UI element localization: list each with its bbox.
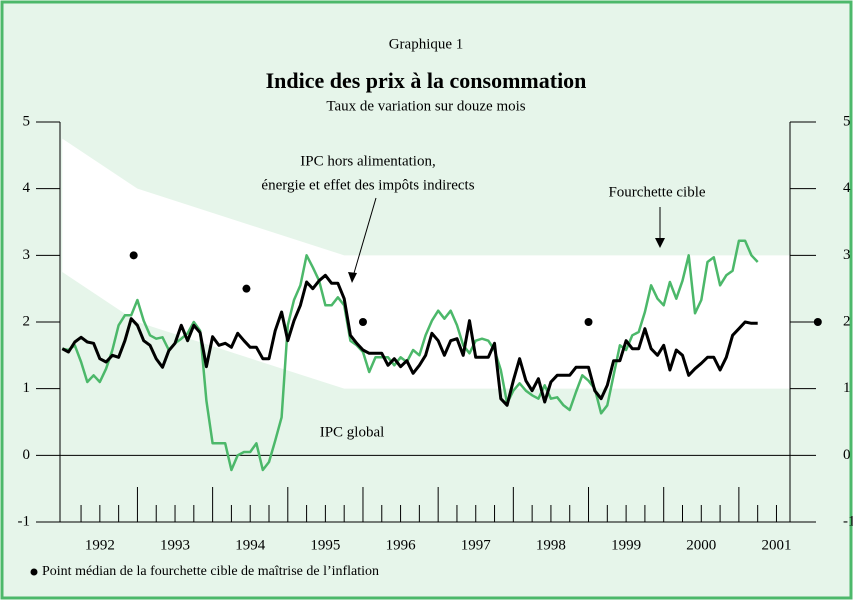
x-tick-label: 1995 bbox=[310, 537, 340, 553]
y-tick-label-right: 5 bbox=[843, 113, 851, 129]
x-tick-label: 1994 bbox=[235, 537, 266, 553]
y-tick-label: 2 bbox=[23, 313, 31, 329]
plot-layer: -1 -1 0 0 1 1 2 2 3 3 4 4 5 5 1992 1993 1994 1995 1996 1997… bbox=[18, 113, 853, 553]
annotation: IPC hors alimentation, bbox=[300, 153, 435, 169]
legend-symbol bbox=[30, 568, 38, 576]
y-tick-label-right: 4 bbox=[843, 180, 851, 196]
x-tick-label: 2001 bbox=[761, 537, 791, 553]
y-tick-label-right: 1 bbox=[843, 380, 851, 396]
legend-label: Point médian de la fourchette cible de m… bbox=[42, 564, 379, 579]
band-layer bbox=[62, 138, 790, 389]
midpoint-dot bbox=[358, 318, 367, 326]
x-tick-label: 1997 bbox=[461, 537, 492, 553]
x-tick-label: 1999 bbox=[611, 537, 641, 553]
x-tick-label: 1992 bbox=[85, 537, 115, 553]
y-tick-label-right: -1 bbox=[843, 513, 853, 529]
annotation: Fourchette cible bbox=[608, 184, 705, 200]
y-tick-label-right: 3 bbox=[843, 247, 851, 263]
series-line bbox=[62, 239, 759, 472]
y-tick-label: 1 bbox=[23, 380, 31, 396]
x-tick-label: 1998 bbox=[536, 537, 566, 553]
y-tick-label-right: 0 bbox=[843, 447, 851, 463]
midpoint-dot bbox=[129, 251, 138, 260]
x-tick-label: 1996 bbox=[386, 537, 417, 553]
y-tick-label: 5 bbox=[23, 113, 31, 129]
chart-title: Indice des prix à la consommation bbox=[266, 68, 587, 93]
y-tick-label: -1 bbox=[18, 513, 31, 529]
annotation-arrow bbox=[351, 197, 377, 281]
x-tick-label: 1993 bbox=[160, 537, 190, 553]
midpoint-dot bbox=[584, 318, 593, 326]
midpoint-dot bbox=[813, 318, 822, 326]
y-tick-label: 4 bbox=[23, 180, 31, 196]
chart-subtitle: Taux de variation sur douze mois bbox=[326, 98, 525, 114]
x-tick-label: 2000 bbox=[686, 537, 716, 553]
y-tick-label: 0 bbox=[23, 447, 31, 463]
figure-label: Graphique 1 bbox=[389, 36, 464, 52]
annotation: énergie et effet des impôts indirects bbox=[261, 177, 474, 193]
midpoint-dot bbox=[242, 284, 251, 293]
target-band bbox=[62, 138, 790, 389]
series-line bbox=[61, 273, 758, 407]
arrow-head bbox=[348, 272, 357, 283]
arrow-head bbox=[655, 238, 665, 248]
annotation: IPC global bbox=[320, 424, 385, 440]
y-tick-label-right: 2 bbox=[843, 313, 851, 329]
y-tick-label: 3 bbox=[23, 247, 31, 263]
